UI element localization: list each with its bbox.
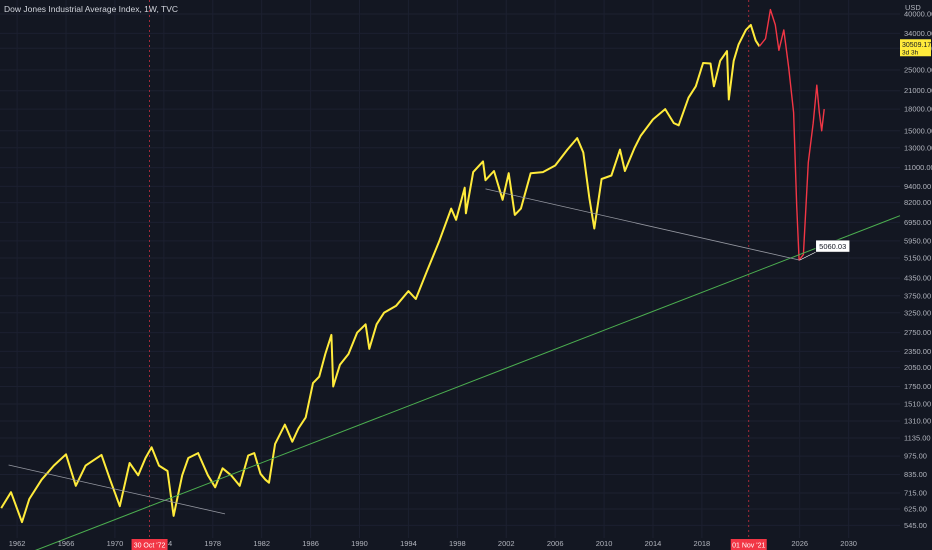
y-tick-label: 1310.00 [904, 416, 931, 425]
y-tick-label: 21000.00 [904, 86, 932, 95]
x-tick-label: 2014 [645, 539, 662, 548]
date-badge [730, 539, 767, 550]
y-tick-label: 3750.00 [904, 291, 931, 300]
y-tick-label: 1510.00 [904, 400, 931, 409]
x-tick-label: 2026 [791, 539, 808, 548]
y-tick-label: 9400.00 [904, 182, 931, 191]
date-badge-label: 01 Nov '21 [732, 543, 765, 550]
y-tick-label: 2050.00 [904, 363, 931, 372]
unit-label: USD [905, 3, 921, 12]
last-price-value: 30509.17 [902, 42, 931, 49]
y-tick-label: 6950.00 [904, 218, 931, 227]
x-tick-label: 2006 [547, 539, 564, 548]
y-tick-label: 715.00 [904, 489, 927, 498]
y-tick-label: 5150.00 [904, 254, 931, 263]
x-tick-label: 2030 [840, 539, 857, 548]
y-tick-label: 1750.00 [904, 382, 931, 391]
x-tick-label: 1986 [302, 539, 319, 548]
series-line-trendline-lower [35, 215, 901, 550]
y-tick-label: 34000.00 [904, 29, 932, 38]
annotation-label: 5060.03 [819, 242, 846, 251]
x-tick-label: 1978 [204, 539, 221, 548]
chart-title: Dow Jones Industrial Average Index, 1W, … [4, 4, 178, 14]
grid [0, 0, 900, 538]
y-tick-label: 975.00 [904, 452, 927, 461]
y-tick-label: 2750.00 [904, 328, 931, 337]
series-line-trendline-early [8, 464, 226, 515]
y-tick-label: 1135.00 [904, 434, 931, 443]
y-tick-label: 2350.00 [904, 347, 931, 356]
x-tick-label: 1998 [449, 539, 466, 548]
series-group [0, 8, 901, 550]
x-tick-label: 1994 [400, 539, 417, 548]
y-tick-label: 625.00 [904, 505, 927, 514]
date-badge [131, 539, 168, 550]
y-tick-label: 8200.00 [904, 198, 931, 207]
y-tick-label: 25000.00 [904, 65, 932, 74]
y-tick-label: 835.00 [904, 470, 927, 479]
annotation-pointer [799, 250, 818, 261]
y-tick-label: 15000.00 [904, 126, 932, 135]
y-tick-label: 13000.00 [904, 143, 932, 152]
series-line-price [0, 23, 761, 524]
x-tick-label: 2018 [694, 539, 711, 548]
y-tick-label: 40000.00 [904, 10, 932, 19]
x-tick-label: 1990 [351, 539, 368, 548]
y-tick-label: 11000.00 [904, 163, 932, 172]
y-tick-label: 4350.00 [904, 274, 931, 283]
x-tick-label: 2010 [596, 539, 613, 548]
y-tick-label: 545.00 [904, 521, 927, 530]
series-line-trendline-upper [485, 188, 800, 261]
y-tick-label: 18000.00 [904, 105, 932, 114]
x-tick-label: 2002 [498, 539, 515, 548]
last-price-countdown: 3d 3h [902, 49, 919, 56]
date-badge-label: 30 Oct '72 [134, 543, 166, 550]
last-price-badge [900, 39, 931, 57]
x-tick-label: 1962 [9, 539, 26, 548]
annotation-box [815, 239, 851, 253]
y-tick-label: 3250.00 [904, 308, 931, 317]
series-line-projection [758, 8, 825, 261]
x-tick-label: 1966 [58, 539, 75, 548]
y-tick-label: 5950.00 [904, 236, 931, 245]
x-tick-label: 1970 [107, 539, 124, 548]
x-tick-label: 1982 [253, 539, 270, 548]
